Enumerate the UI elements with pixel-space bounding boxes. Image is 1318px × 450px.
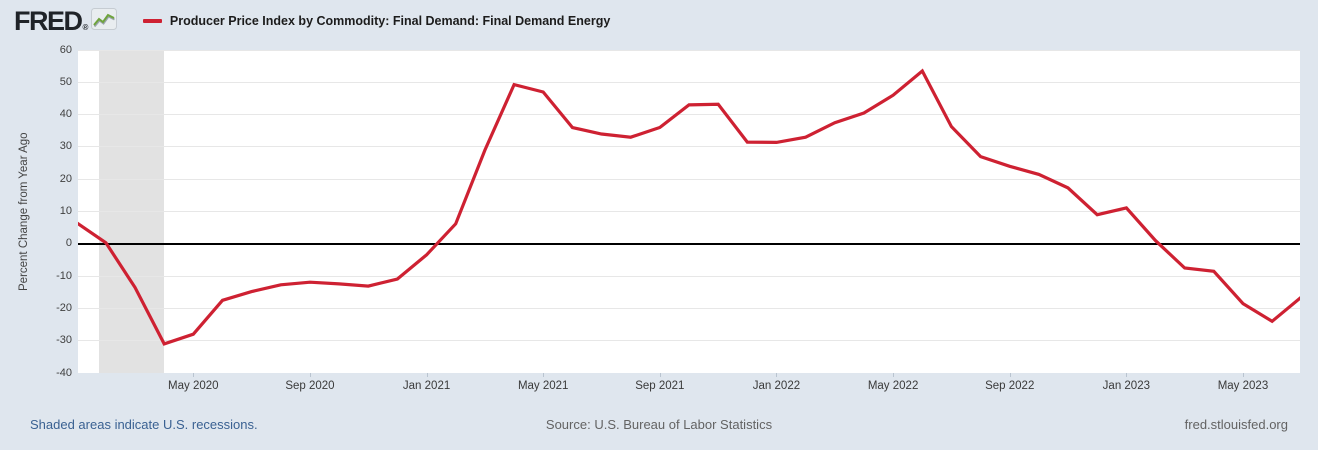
fred-site-text: fred.stlouisfed.org [1184, 417, 1288, 432]
x-tick-label: Jan 2022 [752, 380, 801, 392]
gridline [78, 340, 1300, 342]
y-tick-label: 50 [59, 75, 72, 88]
x-tick-label: Sep 2021 [635, 380, 685, 392]
gridline [78, 211, 1300, 212]
gridline [78, 275, 1300, 277]
legend-series-label: Producer Price Index by Commodity: Final… [169, 14, 611, 28]
x-tick-label: May 2023 [1217, 380, 1269, 392]
x-tick-mark [659, 373, 661, 377]
legend-line-swatch [142, 19, 162, 23]
source-text: Source: U.S. Bureau of Labor Statistics [545, 417, 773, 432]
x-tick-label: May 2021 [517, 380, 569, 392]
x-tick-mark [1242, 373, 1244, 377]
registered-mark: ® [82, 22, 89, 32]
chart-header: FRED® Producer Price Index by Commodity:… [14, 6, 610, 36]
gridline [78, 50, 1300, 51]
gridline [78, 81, 1300, 83]
x-tick-mark [1009, 373, 1011, 377]
x-tick-label: May 2020 [168, 380, 219, 392]
legend: Producer Price Index by Commodity: Final… [142, 14, 611, 28]
y-axis-title: Percent Change from Year Ago [18, 132, 30, 291]
y-tick-label: 10 [59, 205, 72, 217]
y-tick-label: -40 [56, 366, 72, 379]
gridline [78, 114, 1300, 116]
gridline [78, 178, 1300, 180]
series-line [78, 68, 1300, 346]
x-tick-mark [309, 373, 311, 377]
y-tick-label: 20 [59, 172, 72, 185]
x-tick-mark [543, 373, 545, 377]
x-tick-label: Sep 2020 [285, 380, 335, 392]
plot-area [78, 50, 1300, 373]
fred-logo: FRED® [14, 5, 89, 36]
y-tick-label: -10 [56, 269, 72, 282]
gridline [78, 307, 1300, 309]
fred-sparkline-icon [90, 7, 117, 35]
y-tick-label: 40 [59, 108, 72, 121]
y-tick-label: -30 [56, 334, 72, 347]
zero-line [78, 242, 1300, 245]
y-tick-label: 0 [65, 237, 72, 250]
x-tick-mark [776, 373, 778, 377]
gridline [78, 146, 1300, 148]
gridline [78, 372, 1300, 373]
y-tick-label: -20 [56, 301, 72, 314]
y-tick-label: 60 [59, 43, 72, 56]
x-tick-label: Jan 2023 [1102, 380, 1151, 392]
y-tick-label: 30 [59, 140, 72, 153]
x-tick-label: Jan 2021 [402, 380, 451, 392]
x-tick-mark [1126, 373, 1128, 377]
x-tick-mark [893, 373, 895, 377]
x-tick-mark [193, 373, 195, 377]
recession-note-link[interactable]: Shaded areas indicate U.S. recessions. [30, 417, 258, 432]
x-tick-mark [426, 373, 428, 377]
x-tick-label: Sep 2022 [985, 380, 1035, 392]
x-tick-label: May 2022 [867, 380, 919, 392]
